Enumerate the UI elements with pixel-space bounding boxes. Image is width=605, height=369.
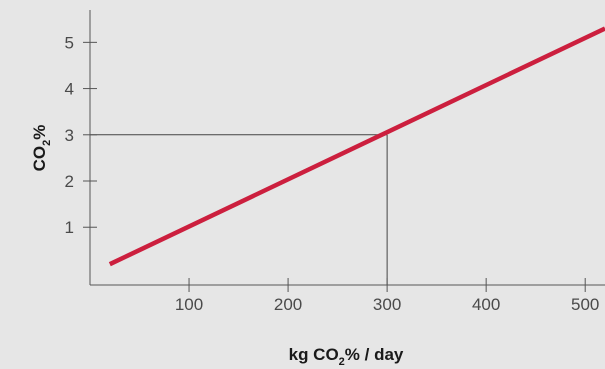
axes xyxy=(89,10,605,286)
y-axis-title-prefix: CO xyxy=(30,146,49,172)
x-tick-label: 400 xyxy=(472,295,500,314)
y-ticks: 1 2 3 4 5 xyxy=(65,33,97,237)
x-axis-title-suffix: % / day xyxy=(345,345,404,364)
y-axis-title-suffix: % xyxy=(30,125,49,140)
y-axis-title: CO2% xyxy=(30,125,53,172)
x-tick-label: 500 xyxy=(571,295,599,314)
x-axis-title: kg CO2% / day xyxy=(289,345,404,368)
x-tick-label: 300 xyxy=(373,295,401,314)
y-axis-title-sub: 2 xyxy=(41,140,53,146)
y-tick-label: 5 xyxy=(65,33,74,52)
x-axis-title-sub: 2 xyxy=(339,356,345,368)
x-tick-label: 100 xyxy=(175,295,203,314)
reference-lines xyxy=(90,134,388,285)
y-tick-label: 3 xyxy=(65,126,74,145)
x-tick-label: 200 xyxy=(274,295,302,314)
series-line xyxy=(108,26,605,267)
y-tick-label: 4 xyxy=(65,80,74,99)
y-tick-label: 2 xyxy=(65,172,74,191)
x-axis-title-prefix: kg CO xyxy=(289,345,339,364)
y-tick-label: 1 xyxy=(65,218,74,237)
series-group xyxy=(108,26,605,267)
x-ticks: 100 200 300 400 500 xyxy=(175,278,599,314)
